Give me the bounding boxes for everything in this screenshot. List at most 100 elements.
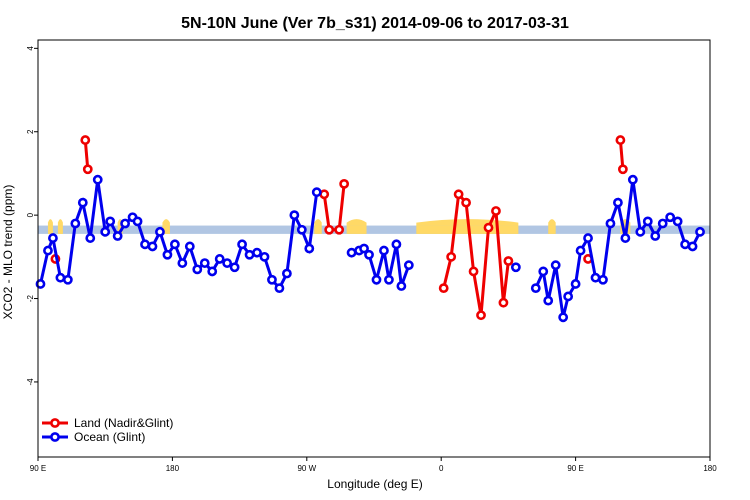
land-band-0 (47, 225, 53, 234)
data-point-1-0-25 (214, 254, 225, 264)
data-point-1-3-17 (650, 231, 661, 241)
data-point-1-1-9 (403, 260, 414, 271)
y-tick-label-0: -4 (26, 378, 35, 386)
data-point-1-0-12 (120, 218, 131, 229)
data-point-1-0-9 (100, 226, 111, 237)
data-point-1-3-15 (635, 226, 646, 237)
y-tick-label-3: 2 (26, 129, 35, 134)
data-point-1-0-17 (155, 226, 165, 237)
data-point-1-0-36 (296, 224, 307, 235)
data-point-1-1-0 (346, 247, 357, 258)
data-point-1-0-27 (229, 262, 240, 273)
x-axis: 90 E 180 90 W 0 90 E 180 (30, 457, 717, 473)
data-point-1-0-20 (177, 258, 188, 268)
data-point-1-0-7 (85, 233, 96, 243)
data-point-1-3-19 (665, 212, 676, 223)
series-layer (35, 135, 705, 323)
data-point-1-0-19 (169, 239, 180, 250)
plot-frame (37, 39, 711, 458)
legend: Land (Nadir&Glint)Ocean (Glint) (42, 416, 173, 444)
series-0 (50, 135, 628, 321)
data-point-1-0-0 (35, 279, 46, 289)
data-point-1-0-32 (267, 274, 277, 285)
land-band-4 (314, 225, 322, 234)
data-point-0-3-5 (476, 310, 486, 321)
x-axis-label: Longitude (deg E) (327, 477, 422, 491)
data-point-1-0-29 (244, 249, 255, 260)
data-point-1-0-3 (55, 272, 66, 283)
land-band-7 (548, 225, 556, 234)
data-point-1-0-6 (77, 197, 88, 208)
y-axis-label: XCO2 - MLO trend (ppm) (1, 185, 15, 320)
x-tick-label-5: 180 (703, 464, 717, 473)
data-point-1-1-8 (396, 281, 407, 291)
data-point-1-0-1 (43, 245, 53, 256)
land-band-3 (162, 225, 170, 234)
data-point-1-3-5 (563, 291, 574, 302)
data-point-1-3-20 (672, 216, 683, 227)
data-point-1-0-10 (105, 216, 116, 227)
data-point-1-0-28 (237, 239, 247, 250)
y-axis: -4 -2 0 2 4 (26, 46, 38, 386)
data-point-1-0-14 (132, 216, 143, 227)
y-tick-label-2: 0 (26, 212, 35, 217)
data-point-1-0-26 (222, 258, 233, 268)
data-point-0-3-4 (468, 266, 479, 277)
data-point-1-3-2 (543, 295, 554, 306)
x-tick-label-3: 0 (439, 464, 444, 473)
legend-label-1: Ocean (Glint) (74, 430, 145, 444)
data-point-1-3-7 (575, 245, 586, 256)
data-point-1-3-0 (530, 283, 541, 294)
data-point-1-3-11 (605, 218, 616, 229)
data-point-0-3-7 (491, 206, 501, 216)
data-point-1-0-31 (259, 251, 270, 262)
data-point-0-2-2 (334, 224, 345, 235)
data-point-1-0-33 (274, 283, 285, 294)
data-point-1-1-3 (364, 249, 374, 260)
data-point-0-2-1 (324, 224, 335, 235)
legend-marker-1 (50, 432, 60, 442)
data-point-1-0-34 (281, 268, 292, 279)
x-tick-label-4: 90 E (567, 464, 583, 473)
data-point-0-3-8 (498, 297, 509, 308)
legend-label-0: Land (Nadir&Glint) (74, 416, 173, 430)
data-point-1-3-10 (598, 274, 608, 285)
data-point-1-0-22 (192, 264, 203, 275)
data-point-1-3-9 (590, 272, 601, 283)
data-point-0-1-0 (80, 135, 91, 145)
data-point-0-3-2 (453, 189, 464, 200)
chart-title: 5N-10N June (Ver 7b_s31) 2014-09-06 to 2… (181, 15, 569, 32)
data-point-1-3-3 (550, 260, 561, 271)
series-line-0-2 (322, 183, 346, 232)
series-1 (35, 174, 705, 323)
data-point-1-0-11 (112, 231, 123, 241)
series-line-0-3 (442, 190, 510, 316)
data-point-0-3-0 (438, 283, 449, 294)
data-point-1-0-30 (252, 247, 262, 258)
data-point-0-2-3 (339, 178, 350, 189)
x-tick-label-2: 90 W (297, 464, 316, 473)
data-point-0-1-1 (82, 164, 93, 175)
data-point-1-3-4 (558, 312, 569, 323)
data-point-1-0-2 (48, 233, 58, 243)
data-point-1-0-21 (184, 241, 195, 252)
data-point-0-3-6 (483, 222, 494, 233)
land-band-5 (346, 225, 367, 234)
data-point-0-5-0 (615, 135, 626, 145)
data-point-1-3-1 (538, 266, 549, 277)
data-point-1-1-4 (371, 274, 382, 285)
data-point-1-3-8 (583, 233, 593, 243)
x-tick-label-0: 90 E (30, 464, 46, 473)
data-point-1-3-23 (695, 226, 705, 237)
data-point-1-1-2 (359, 243, 369, 254)
data-point-0-3-3 (461, 197, 471, 208)
legend-marker-0 (50, 418, 60, 428)
data-point-1-3-16 (642, 216, 653, 227)
data-point-1-3-12 (613, 197, 623, 208)
data-point-1-3-21 (680, 239, 691, 250)
data-point-0-3-9 (503, 256, 514, 266)
data-point-1-1-6 (384, 274, 394, 285)
data-point-1-0-24 (207, 266, 218, 277)
data-point-1-0-18 (162, 249, 173, 260)
data-point-1-3-14 (627, 174, 638, 185)
